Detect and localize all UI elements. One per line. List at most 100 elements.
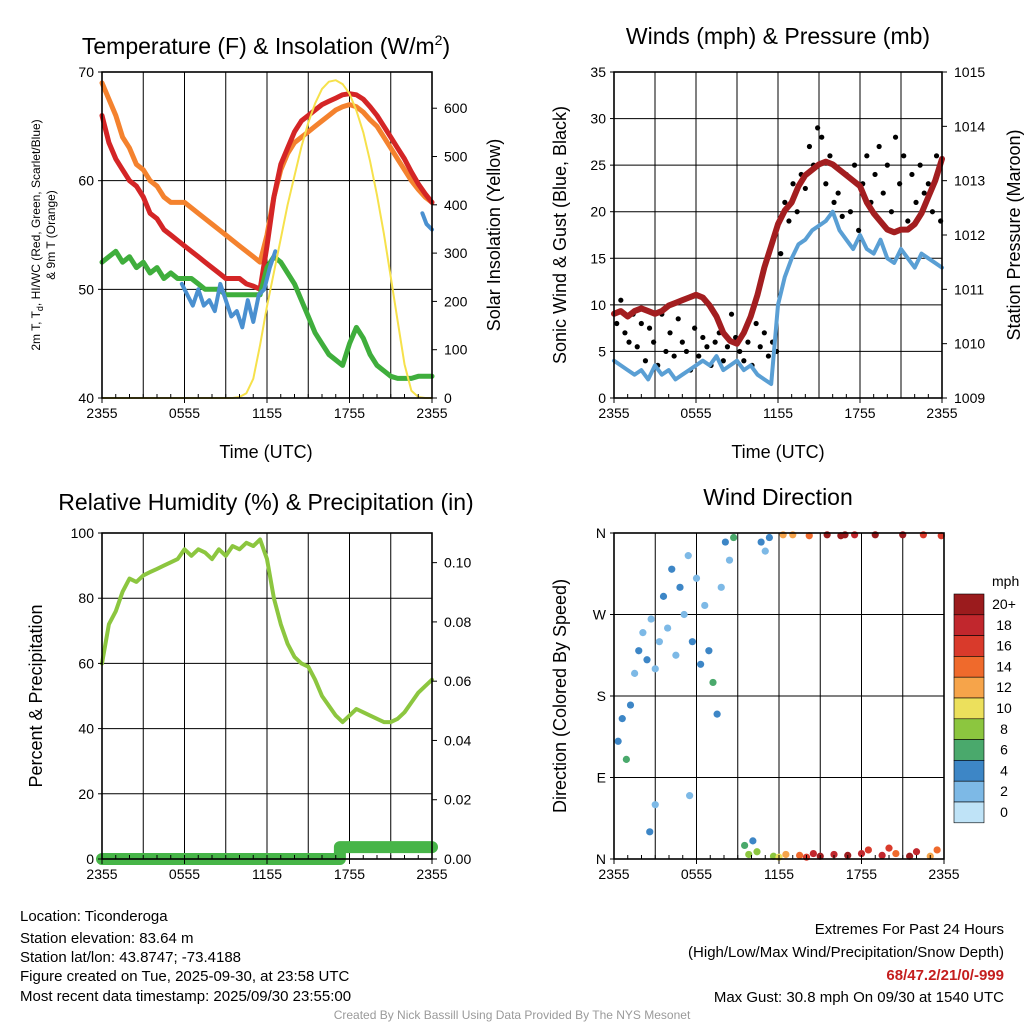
- direction-point: [721, 538, 729, 546]
- direction-point: [631, 669, 639, 677]
- colorbar-swatch: [953, 676, 985, 699]
- y-tick-label: 70: [78, 64, 94, 80]
- gust-point: [712, 339, 718, 345]
- gust-point: [839, 213, 845, 219]
- colorbar-swatch: [953, 697, 985, 720]
- direction-point: [761, 547, 769, 555]
- direction-point: [864, 846, 872, 854]
- winds-panel: Winds (mph) & Pressure (mb) 2355 0555 1155…: [550, 23, 1024, 462]
- gust-point: [675, 316, 681, 322]
- credit-text: Created By Nick Bassill Using Data Provi…: [334, 1008, 691, 1022]
- gust-point: [872, 171, 878, 178]
- pressure-y-label: Station Pressure (Maroon): [1004, 129, 1024, 340]
- gust-point: [761, 330, 767, 336]
- colorbar-label: 8: [1000, 721, 1008, 737]
- gust-point: [925, 181, 931, 187]
- right-tick-label: 1014: [954, 118, 985, 134]
- direction-point: [655, 638, 663, 646]
- direction-point: [651, 665, 659, 673]
- y-tick-label: 40: [78, 721, 94, 737]
- y-tick-label: 20: [78, 786, 94, 802]
- extremes-box: Extremes For Past 24 Hours (High/Low/Max…: [688, 921, 1004, 1006]
- gust-point: [851, 162, 858, 168]
- winds-series: [611, 155, 945, 386]
- colorbar-label: 18: [996, 617, 1012, 633]
- x-tick-label: 2355: [416, 405, 447, 421]
- colorbar-swatch: [953, 780, 985, 803]
- gust-point: [679, 339, 685, 345]
- extremes-values: 68/47.2/21/0/-999: [886, 967, 1004, 984]
- right-tick-label: 0.02: [444, 792, 471, 808]
- direction-point: [672, 651, 680, 659]
- gust-point: [921, 190, 927, 196]
- direction-point: [805, 532, 813, 540]
- gust-point: [897, 181, 903, 187]
- x-tick-label: 1755: [334, 405, 365, 421]
- extremes-title: Extremes For Past 24 Hours: [815, 921, 1004, 938]
- gust-point: [651, 339, 657, 345]
- gust-point: [864, 153, 870, 159]
- y-tick-label: 5: [598, 343, 606, 359]
- humidity-y-label: Percent & Precipitation: [26, 604, 46, 787]
- humidity-chart-title: Relative Humidity (%) & Precipitation (i…: [58, 489, 473, 515]
- direction-point: [651, 801, 659, 809]
- y-tick-label: 100: [71, 525, 95, 541]
- gust-point: [618, 297, 624, 303]
- gust-point: [901, 153, 907, 159]
- direction-point: [741, 841, 749, 850]
- gust-point: [634, 344, 640, 350]
- x-tick-label: 1155: [252, 405, 282, 421]
- temperature-y-ticks: 40 50 60 70: [78, 64, 102, 406]
- gust-point: [835, 190, 841, 196]
- right-tick-label: 400: [444, 197, 468, 213]
- y-tick-label: E: [597, 770, 606, 786]
- right-tick-label: 0.08: [444, 614, 471, 630]
- wind-direction-chart-title: Wind Direction: [703, 484, 853, 510]
- colorbar-label: 0: [1000, 804, 1008, 820]
- y-tick-label: N: [596, 851, 606, 867]
- wind-direction-x-ticks: 2355 0555 1155 1755 2355: [598, 855, 960, 882]
- gust-point: [692, 325, 698, 331]
- gust-point: [728, 311, 735, 317]
- temperature-panel: Temperature (F) & Insolation (W/m2) 2355…: [29, 32, 504, 462]
- y-tick-label: 10: [590, 297, 606, 313]
- direction-point: [809, 849, 817, 858]
- direction-point: [614, 737, 622, 745]
- gust-point: [720, 358, 726, 364]
- direction-point: [713, 710, 721, 718]
- recent-data-text: Most recent data timestamp: 2025/09/30 2…: [20, 988, 351, 1005]
- x-tick-label: 1755: [334, 866, 365, 882]
- x-tick-label: 2355: [598, 866, 629, 882]
- x-tick-label: 2355: [928, 866, 959, 882]
- colorbar-label: 4: [1000, 762, 1008, 778]
- direction-point: [709, 678, 717, 687]
- x-tick-label: 1155: [764, 866, 794, 882]
- direction-point: [676, 583, 684, 591]
- gust-point: [786, 218, 792, 224]
- colorbar-swatch: [953, 635, 985, 657]
- direction-point: [639, 629, 647, 637]
- x-tick-label: 0555: [680, 405, 711, 421]
- right-tick-label: 0.00: [444, 851, 471, 867]
- winds-chart-title: Winds (mph) & Pressure (mb): [626, 23, 930, 49]
- created-text: Figure created on Tue, 2025-09-30, at 23…: [20, 968, 350, 985]
- series-line-pressure: [611, 155, 945, 347]
- direction-point: [830, 850, 838, 859]
- direction-point: [717, 583, 725, 591]
- gust-point: [704, 344, 710, 350]
- direction-point: [697, 660, 705, 668]
- x-tick-label: 2355: [926, 405, 957, 421]
- colorbar-label: 6: [1000, 742, 1008, 758]
- x-tick-label: 2355: [416, 866, 447, 882]
- gust-point: [880, 190, 886, 196]
- gust-point: [778, 251, 784, 257]
- direction-point: [622, 755, 630, 763]
- wind-direction-panel: Wind Direction 2355 0555 1155 1755 2355 N E S W…: [550, 484, 1019, 882]
- y-tick-label: 60: [78, 655, 94, 671]
- direction-point: [684, 552, 692, 560]
- winds-x-ticks: 2355 0555 1155 1755 2355: [598, 394, 958, 421]
- gust-point: [933, 153, 940, 159]
- gust-point: [638, 320, 644, 327]
- direction-point: [725, 556, 734, 564]
